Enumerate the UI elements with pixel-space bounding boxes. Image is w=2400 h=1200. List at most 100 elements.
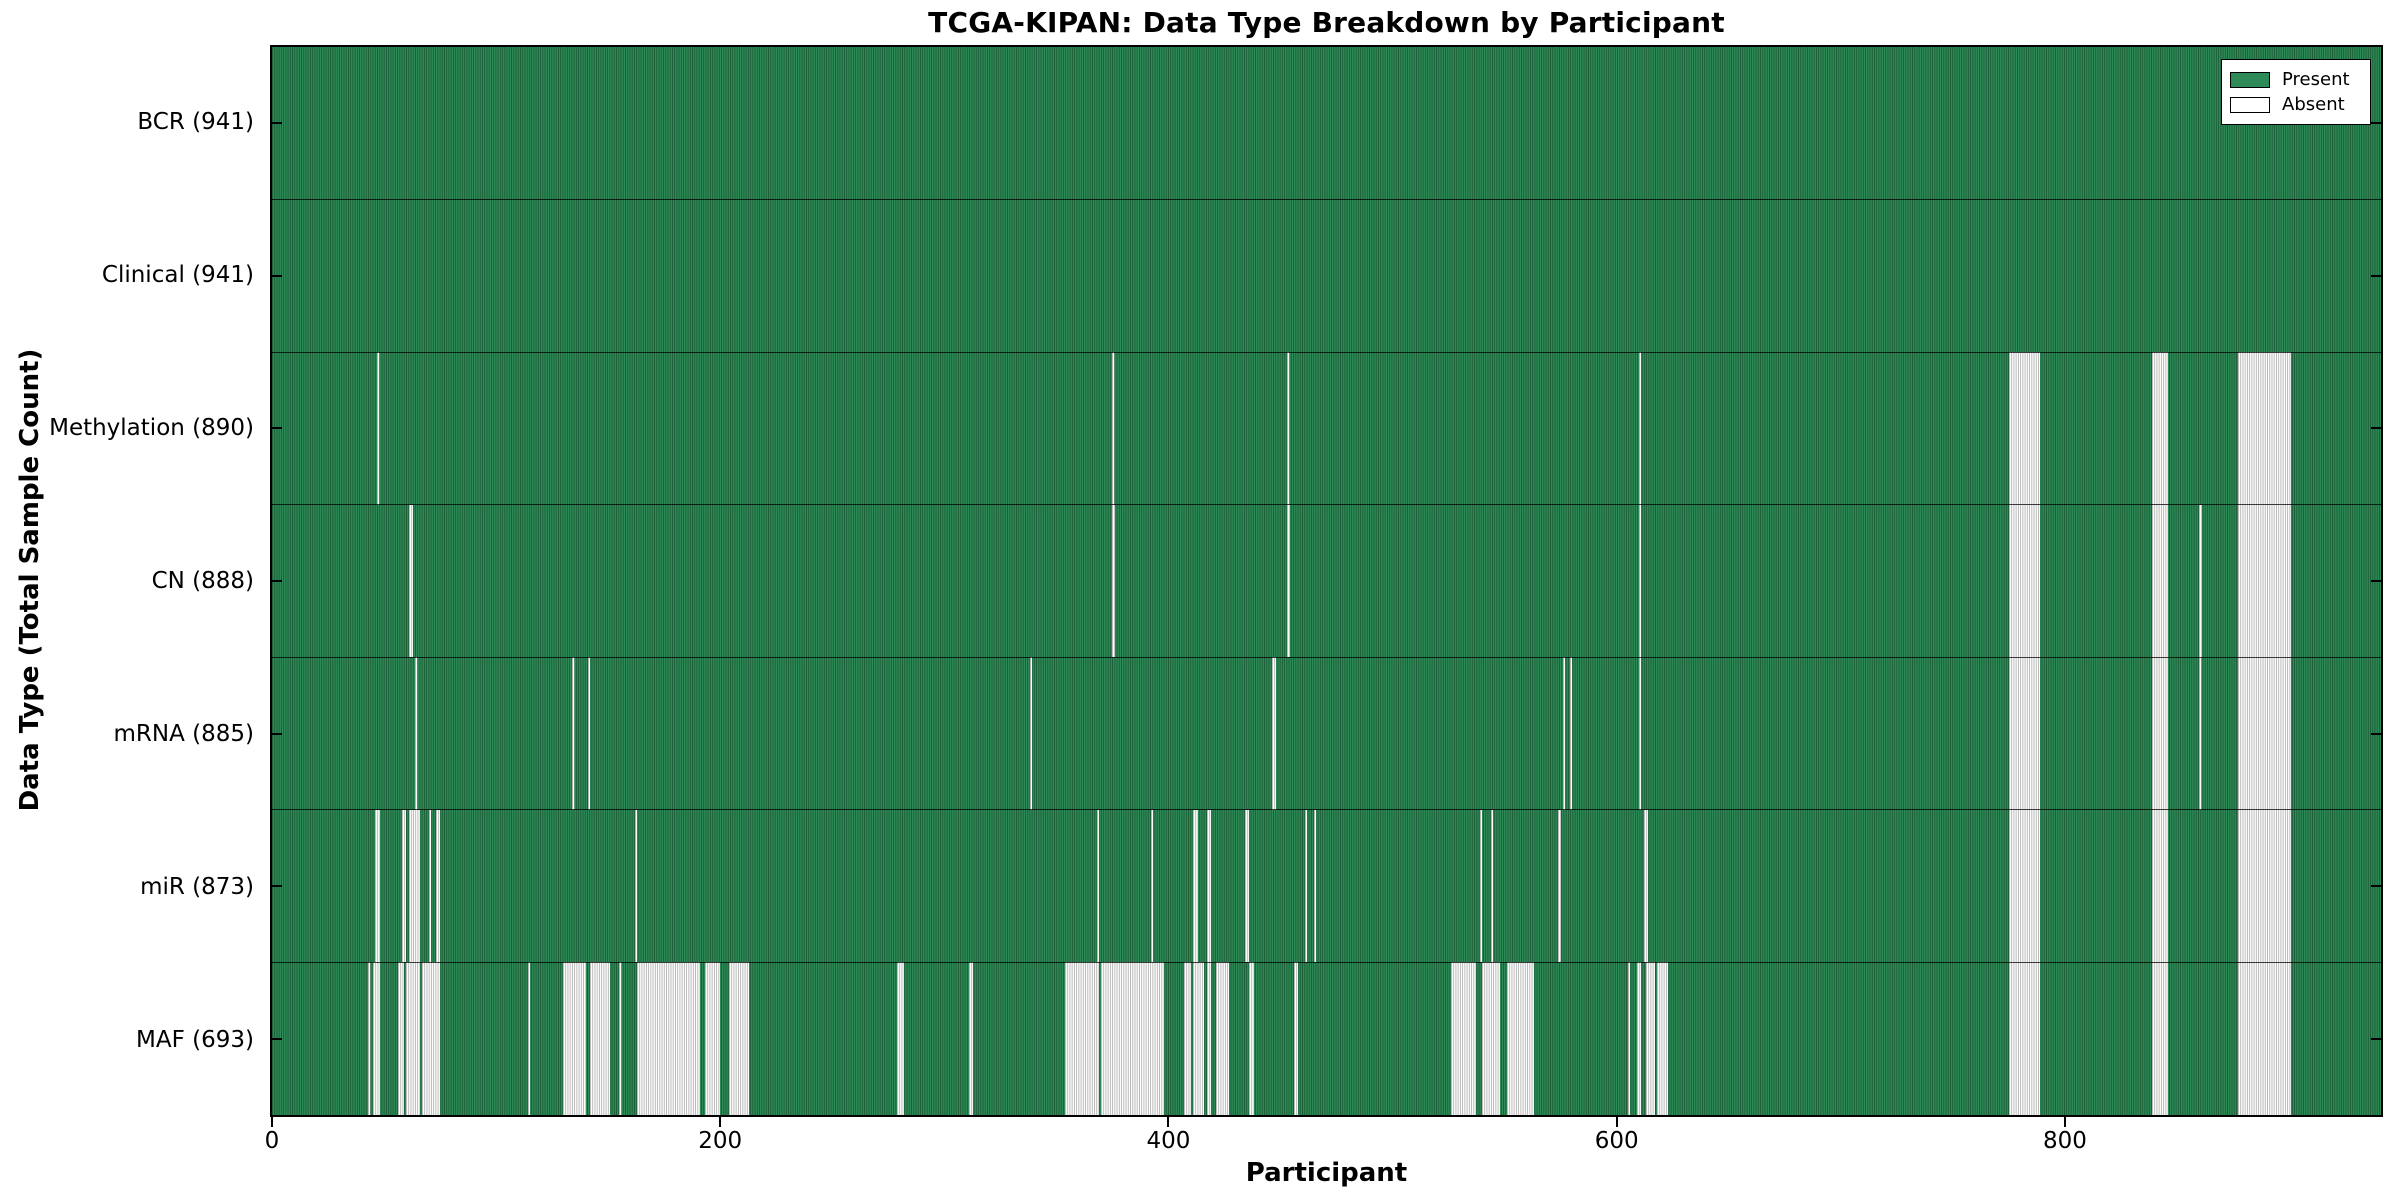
absent-band [1294, 962, 1299, 1115]
absent-band [435, 809, 441, 963]
absent-band [572, 657, 575, 810]
y-tick-mark [2371, 732, 2381, 735]
absent-band [897, 962, 905, 1115]
legend-entry-absent: Absent [2230, 92, 2362, 117]
absent-band [2152, 352, 2169, 505]
absent-band [1639, 504, 1642, 658]
absent-band [1193, 962, 1205, 1115]
absent-band [704, 962, 721, 1115]
absent-band [368, 962, 371, 1115]
y-tick-mark [272, 274, 282, 277]
x-tick-label: 0 [264, 1128, 280, 1154]
x-tick-mark [1167, 1117, 1170, 1127]
row-divider [272, 504, 2381, 506]
absent-band [408, 809, 414, 963]
absent-band [377, 352, 380, 505]
row-divider [272, 351, 2381, 353]
y-tick-label: Methylation (890) [49, 414, 254, 441]
absent-band [590, 962, 611, 1115]
absent-band [635, 809, 638, 963]
y-tick-label: MAF (693) [136, 1027, 254, 1054]
absent-band [2237, 504, 2292, 658]
absent-band [1491, 809, 1494, 963]
x-tick-mark [1615, 1117, 1618, 1127]
absent-band [1558, 809, 1561, 963]
absent-band [1314, 809, 1317, 963]
y-tick-label: miR (873) [140, 874, 254, 901]
absent-band [2008, 504, 2041, 658]
x-tick-label: 600 [1594, 1128, 1639, 1154]
absent-band [2199, 657, 2202, 810]
absent-band [619, 962, 622, 1115]
y-tick-mark [272, 580, 282, 582]
present-swatch [2230, 71, 2270, 88]
absent-band [1645, 962, 1655, 1115]
y-tick-mark [272, 732, 282, 735]
y-tick-mark [2371, 122, 2381, 125]
x-tick-label: 400 [1146, 1128, 1191, 1154]
absent-band [1249, 962, 1254, 1115]
absent-band [1482, 962, 1501, 1115]
absent-band [2152, 657, 2169, 810]
y-tick-label: mRNA (885) [113, 721, 254, 748]
absent-band [729, 962, 750, 1115]
absent-band [1506, 962, 1534, 1115]
x-tick-mark [719, 1117, 722, 1127]
x-tick-mark [271, 1117, 273, 1127]
y-tick-mark [272, 427, 282, 430]
absent-swatch [2230, 96, 2270, 113]
absent-band [2152, 809, 2169, 963]
absent-band [2237, 352, 2292, 505]
absent-band [401, 809, 407, 963]
absent-band [1480, 809, 1483, 963]
y-tick-label: BCR (941) [137, 108, 254, 135]
absent-band [375, 809, 380, 963]
y-tick-mark [272, 1037, 282, 1040]
absent-band [2008, 657, 2041, 810]
absent-band [2199, 504, 2202, 658]
absent-band [563, 962, 586, 1115]
absent-band [1206, 809, 1212, 963]
y-tick-labels: BCR (941) Clinical (941) Methylation (890)… [0, 45, 262, 1117]
x-tick-label: 800 [2043, 1128, 2087, 1154]
absent-band [372, 962, 380, 1115]
absent-band [408, 504, 414, 658]
absent-band [588, 657, 591, 810]
absent-band [2152, 962, 2169, 1115]
absent-band [969, 962, 974, 1115]
absent-band [2008, 809, 2041, 963]
absent-band [2237, 657, 2292, 810]
absent-band [1639, 352, 1642, 505]
legend-entry-present: Present [2230, 67, 2362, 92]
absent-band [1636, 962, 1642, 1115]
absent-band [2237, 962, 2292, 1115]
absent-band [637, 962, 701, 1115]
absent-band [1112, 352, 1115, 505]
y-tick-mark [2371, 580, 2381, 582]
absent-band [1450, 962, 1476, 1115]
absent-band [1271, 657, 1277, 810]
y-tick-mark [2371, 274, 2381, 277]
legend-label-present: Present [2282, 69, 2350, 90]
absent-band [2008, 352, 2041, 505]
absent-band [2008, 962, 2041, 1115]
y-tick-mark [2371, 1037, 2381, 1040]
absent-band [1193, 809, 1198, 963]
absent-band [1150, 809, 1153, 963]
absent-band [1029, 657, 1032, 810]
y-tick-label: CN (888) [151, 568, 254, 594]
chart-title: TCGA-KIPAN: Data Type Breakdown by Parti… [928, 6, 1725, 39]
absent-band [1215, 962, 1229, 1115]
row-divider [272, 656, 2381, 658]
y-tick-mark [2371, 427, 2381, 430]
absent-band [1639, 657, 1642, 810]
absent-band [397, 962, 405, 1115]
x-tick-label: 200 [698, 1128, 743, 1154]
absent-band [422, 962, 441, 1115]
absent-band [415, 657, 418, 810]
x-axis-label: Participant [1245, 1158, 1408, 1188]
y-tick-label: Clinical (941) [101, 261, 254, 288]
y-tick-mark [272, 885, 282, 888]
x-tick-mark [2063, 1117, 2066, 1127]
absent-band [2237, 809, 2292, 963]
